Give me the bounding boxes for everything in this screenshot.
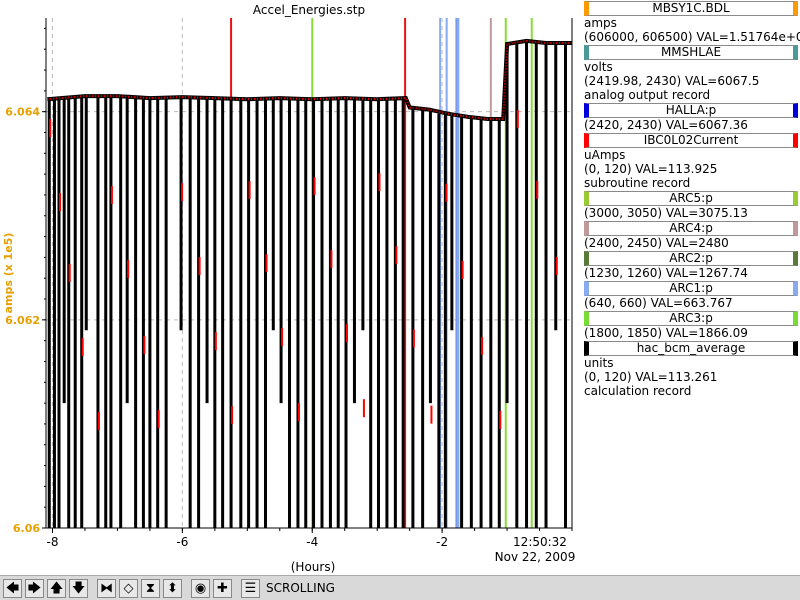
record-icon: ◉ <box>194 580 207 596</box>
legend-detail-line: (606000, 606500) VAL=1.51764e+06 <box>584 30 800 44</box>
zoom-out-x-icon: ◇ <box>123 580 134 596</box>
legend-series-name[interactable]: ARC3:p <box>584 311 798 326</box>
plot-area[interactable]: Accel_Energies.stp 6.06 6.062 6.064 -8 -6 -4 -2… <box>0 0 578 575</box>
legend-detail-line: volts <box>584 60 613 74</box>
x-tick-label: -8 <box>47 535 59 549</box>
config-icon: ☰ <box>244 580 257 596</box>
pan-left-button[interactable]: 🡄 <box>3 578 22 598</box>
x-tick-label: -6 <box>176 535 188 549</box>
current-time-label: 12:50:32 <box>513 535 567 549</box>
legend-entry[interactable]: ARC1:p (640, 660) VAL=663.767 <box>584 281 800 310</box>
legend-entry[interactable]: IBC0L02Current uAmps (0, 120) VAL=113.925 s… <box>584 133 800 190</box>
strip-chart[interactable]: Accel_Energies.stp 6.06 6.062 6.064 -8 -6 -4 -2… <box>0 0 578 575</box>
legend-detail-line: calculation record <box>584 384 692 398</box>
legend-detail-line: subroutine record <box>584 176 691 190</box>
legend-series-name[interactable]: IBC0L02Current <box>584 133 798 148</box>
add-button[interactable]: ✚ <box>213 578 232 598</box>
zoom-in-y-icon: ⧗ <box>145 580 156 596</box>
zoom-out-x-button[interactable]: ◇ <box>119 578 138 598</box>
x-axis-label: (Hours) <box>291 560 336 574</box>
chart-title: Accel_Energies.stp <box>253 3 365 17</box>
auto-scale-button[interactable]: ◉ <box>191 578 210 598</box>
legend-detail-line: (0, 120) VAL=113.261 <box>584 370 718 384</box>
legend-detail-line: (1230, 1260) VAL=1267.74 <box>584 266 748 280</box>
y-axis-label: amps (x 1e5) <box>2 233 15 314</box>
legend-detail-line: units <box>584 356 614 370</box>
plus-icon: ✚ <box>217 580 228 596</box>
legend-entry[interactable]: HALLA:p (2420, 2430) VAL=6067.36 <box>584 103 800 132</box>
legend-entry[interactable]: MMSHLAE volts (2419.98, 2430) VAL=6067.5 an… <box>584 45 800 102</box>
legend-panel: MBSY1C.BDL amps (606000, 606500) VAL=1.517… <box>578 0 800 575</box>
hac-bcm-average-trace <box>47 38 572 121</box>
legend-series-name[interactable]: hac_bcm_average <box>584 341 798 356</box>
legend-entry[interactable]: ARC3:p (1800, 1850) VAL=1866.09 <box>584 311 800 340</box>
y-tick-label: 6.062 <box>5 314 40 327</box>
pan-down-button[interactable]: 🡇 <box>69 578 88 598</box>
legend-detail-line: (2420, 2430) VAL=6067.36 <box>584 118 748 132</box>
zoom-out-y-button[interactable]: ⬍ <box>163 578 182 598</box>
legend-series-name[interactable]: HALLA:p <box>584 103 798 118</box>
config-button[interactable]: ☰ <box>241 578 260 598</box>
legend-entry[interactable]: ARC5:p (3000, 3050) VAL=3075.13 <box>584 191 800 220</box>
legend-series-name[interactable]: ARC1:p <box>584 281 798 296</box>
legend-entry[interactable]: MBSY1C.BDL amps (606000, 606500) VAL=1.517… <box>584 1 800 44</box>
x-tick-label: -2 <box>436 535 448 549</box>
arrow-right-icon: 🡆 <box>27 580 42 596</box>
legend-entry[interactable]: ARC2:p (1230, 1260) VAL=1267.74 <box>584 251 800 280</box>
zoom-in-x-icon: ⧓ <box>100 580 113 596</box>
legend-series-name[interactable]: MBSY1C.BDL <box>584 1 798 16</box>
legend-detail-line: amps <box>584 16 617 30</box>
arrow-left-icon: 🡄 <box>5 580 20 596</box>
legend-series-name[interactable]: ARC4:p <box>584 221 798 236</box>
arrow-down-icon: 🡇 <box>71 580 86 596</box>
legend-detail-line: (2400, 2450) VAL=2480 <box>584 236 729 250</box>
toolbar: 🡄 🡆 🡅 🡇 ⧓ ◇ ⧗ ⬍ ◉ ✚ ☰ SCROLLING <box>0 575 800 600</box>
legend-entry[interactable]: ARC4:p (2400, 2450) VAL=2480 <box>584 221 800 250</box>
legend-series-name[interactable]: MMSHLAE <box>584 45 798 60</box>
pan-right-button[interactable]: 🡆 <box>25 578 44 598</box>
x-tick-label: -4 <box>306 535 318 549</box>
scroll-mode-status: SCROLLING <box>266 581 335 595</box>
legend-detail-line: (640, 660) VAL=663.767 <box>584 296 733 310</box>
arrow-up-icon: 🡅 <box>49 580 64 596</box>
zoom-out-y-icon: ⬍ <box>167 580 178 596</box>
y-tick-label: 6.064 <box>5 106 40 119</box>
legend-detail-line: (0, 120) VAL=113.925 <box>584 162 718 176</box>
legend-entry[interactable]: hac_bcm_average units (0, 120) VAL=113.261… <box>584 341 800 398</box>
legend-detail-line: (3000, 3050) VAL=3075.13 <box>584 206 748 220</box>
pan-up-button[interactable]: 🡅 <box>47 578 66 598</box>
legend-detail-line: uAmps <box>584 148 626 162</box>
legend-detail-line: (1800, 1850) VAL=1866.09 <box>584 326 748 340</box>
toolbar-buttons: 🡄 🡆 🡅 🡇 ⧓ ◇ ⧗ ⬍ ◉ ✚ ☰ <box>0 578 260 598</box>
y-tick-label: 6.06 <box>13 522 40 535</box>
legend-detail-line: (2419.98, 2430) VAL=6067.5 <box>584 74 760 88</box>
zoom-in-y-button[interactable]: ⧗ <box>141 578 160 598</box>
legend-series-name[interactable]: ARC5:p <box>584 191 798 206</box>
current-date-label: Nov 22, 2009 <box>495 550 576 564</box>
legend-series-name[interactable]: ARC2:p <box>584 251 798 266</box>
legend-detail-line: analog output record <box>584 88 711 102</box>
zoom-in-x-button[interactable]: ⧓ <box>97 578 116 598</box>
